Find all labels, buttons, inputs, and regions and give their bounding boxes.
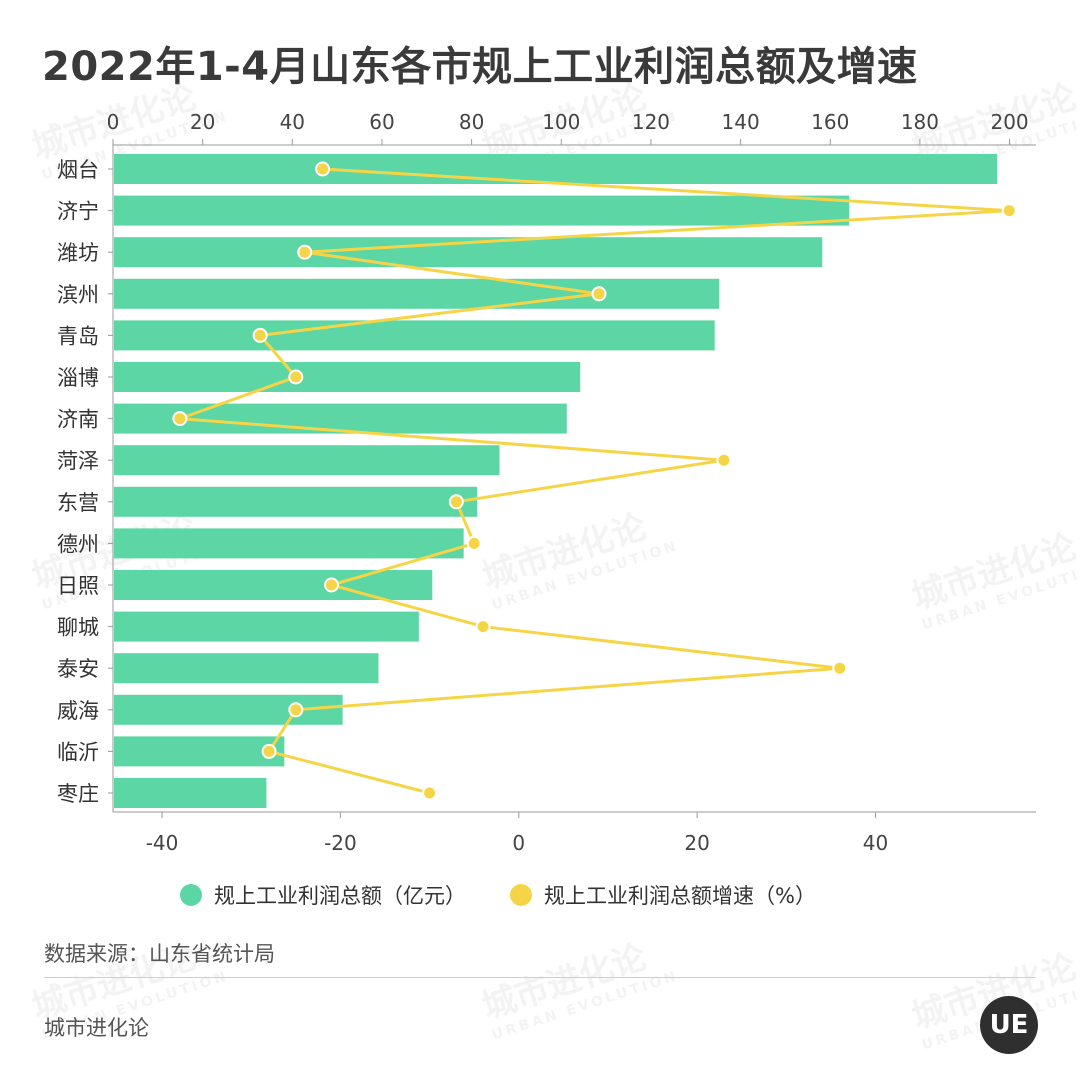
growth-point bbox=[591, 286, 607, 302]
category-label: 青岛 bbox=[57, 324, 99, 348]
growth-point bbox=[288, 702, 304, 718]
profit-bar bbox=[114, 611, 419, 642]
top-tick-label: 100 bbox=[542, 110, 580, 134]
growth-line bbox=[178, 167, 1011, 795]
category-label: 威海 bbox=[57, 699, 99, 723]
top-tick-label: 40 bbox=[280, 110, 305, 134]
growth-line-series bbox=[172, 161, 1017, 801]
brand-logo: UE bbox=[980, 996, 1038, 1054]
growth-point bbox=[252, 327, 268, 343]
category-label: 枣庄 bbox=[57, 782, 99, 806]
top-tick-label: 80 bbox=[459, 110, 484, 134]
category-label: 济宁 bbox=[57, 200, 99, 224]
category-label: 德州 bbox=[57, 532, 99, 556]
chart-title: 2022年1-4月山东各市规上工业利润总额及增速 bbox=[42, 44, 918, 90]
profit-bar bbox=[114, 570, 433, 600]
bottom-tick-label: 0 bbox=[512, 831, 525, 855]
bottom-tick-label: 40 bbox=[863, 831, 888, 855]
category-label: 泰安 bbox=[57, 657, 99, 681]
top-tick-label: 140 bbox=[722, 110, 760, 134]
top-tick-label: 60 bbox=[369, 110, 394, 134]
profit-bar bbox=[114, 195, 850, 226]
profit-bar bbox=[114, 736, 285, 767]
profit-bar bbox=[114, 320, 715, 351]
brand-name: 城市进化论 bbox=[44, 1016, 149, 1040]
top-tick-label: 200 bbox=[990, 110, 1028, 134]
combo-chart: 0 20 40 60 80 100 120 140 160 180 200 -40 -20 0 20 40 … bbox=[57, 110, 1036, 855]
legend-item-profit: 规上工业利润总额（亿元） bbox=[180, 880, 466, 910]
growth-point bbox=[288, 369, 304, 385]
bar-series bbox=[114, 154, 998, 808]
legend: 规上工业利润总额（亿元） 规上工业利润总额增速（%） bbox=[180, 880, 816, 910]
top-axis: 0 20 40 60 80 100 120 140 160 180 200 bbox=[107, 110, 1036, 146]
growth-point bbox=[475, 619, 491, 635]
growth-point bbox=[466, 535, 482, 551]
growth-point bbox=[1001, 203, 1017, 219]
bottom-tick-label: 20 bbox=[684, 831, 709, 855]
growth-point bbox=[323, 577, 339, 593]
growth-point bbox=[172, 411, 188, 427]
footer-divider bbox=[44, 977, 1036, 978]
growth-point bbox=[448, 494, 464, 510]
profit-bar bbox=[114, 486, 478, 517]
profit-bar bbox=[114, 362, 581, 392]
category-label: 烟台 bbox=[57, 158, 99, 182]
profit-bar bbox=[114, 445, 500, 476]
profit-bar bbox=[114, 154, 998, 184]
growth-point bbox=[422, 785, 438, 801]
legend-item-growth: 规上工业利润总额增速（%） bbox=[510, 880, 816, 910]
legend-marker-growth bbox=[510, 884, 532, 906]
category-label: 济南 bbox=[57, 408, 99, 432]
category-label: 东营 bbox=[57, 491, 99, 515]
top-tick-label: 20 bbox=[190, 110, 215, 134]
growth-point bbox=[832, 660, 848, 676]
growth-point bbox=[297, 244, 313, 260]
category-label: 菏泽 bbox=[57, 449, 99, 473]
category-label: 潍坊 bbox=[57, 241, 99, 265]
bottom-axis: -40 -20 0 20 40 bbox=[113, 811, 1036, 855]
top-tick-label: 180 bbox=[901, 110, 939, 134]
profit-bar bbox=[114, 653, 379, 684]
top-tick-label: 120 bbox=[632, 110, 670, 134]
legend-label-profit: 规上工业利润总额（亿元） bbox=[214, 884, 466, 908]
growth-point bbox=[261, 743, 277, 759]
profit-bar bbox=[114, 528, 464, 559]
legend-label-growth: 规上工业利润总额增速（%） bbox=[544, 884, 816, 908]
growth-point bbox=[716, 452, 732, 468]
top-tick-label: 0 bbox=[107, 110, 120, 134]
top-tick-label: 160 bbox=[811, 110, 849, 134]
category-label: 临沂 bbox=[57, 740, 99, 764]
category-label: 聊城 bbox=[57, 616, 99, 640]
bottom-tick-label: -40 bbox=[146, 831, 179, 855]
legend-marker-profit bbox=[180, 884, 202, 906]
data-source: 数据来源：山东省统计局 bbox=[44, 942, 275, 966]
category-label: 滨州 bbox=[57, 283, 99, 307]
category-label: 日照 bbox=[57, 574, 99, 598]
growth-point bbox=[315, 161, 331, 177]
bottom-tick-label: -20 bbox=[324, 831, 357, 855]
category-label: 淄博 bbox=[57, 366, 99, 390]
profit-bar bbox=[114, 778, 267, 808]
profit-bar bbox=[114, 278, 720, 309]
